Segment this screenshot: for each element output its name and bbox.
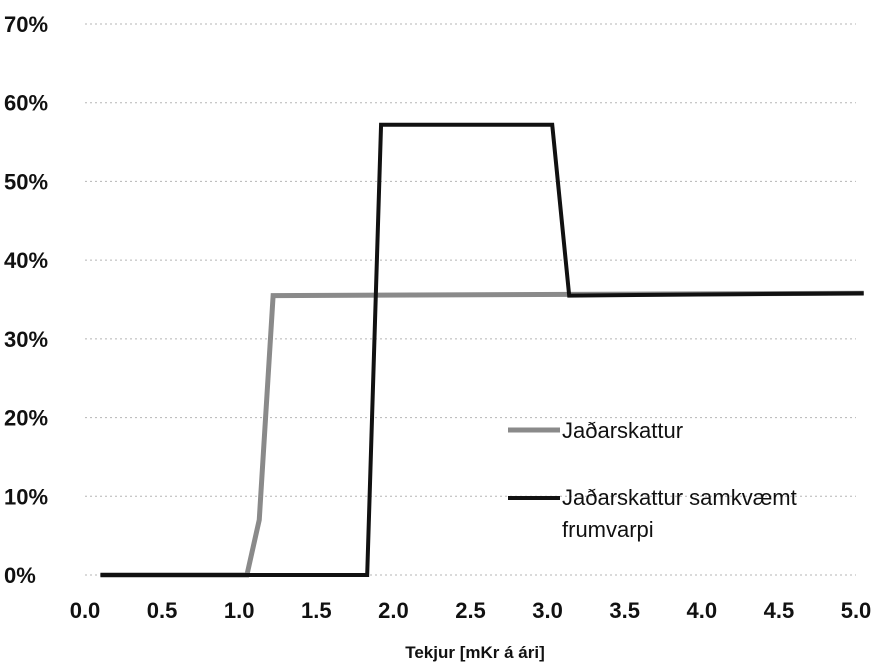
x-tick-label: 4.0 bbox=[687, 598, 718, 623]
legend-label-frumvarp-line1: Jaðarskattur samkvæmt bbox=[562, 485, 797, 510]
x-tick-label: 1.0 bbox=[224, 598, 255, 623]
y-tick-label: 30% bbox=[4, 327, 48, 352]
gridlines bbox=[85, 23, 856, 576]
legend-label-frumvarp-line2: frumvarpi bbox=[562, 517, 654, 542]
x-tick-label: 0.5 bbox=[147, 598, 178, 623]
legend: Jaðarskattur Jaðarskattur samkvæmt frumv… bbox=[508, 418, 797, 542]
x-axis-tick-labels: 0.0 0.5 1.0 1.5 2.0 2.5 3.0 3.5 4.0 4.5 5.0 bbox=[70, 598, 872, 623]
y-tick-label: 40% bbox=[4, 248, 48, 273]
y-tick-label: 60% bbox=[4, 91, 48, 116]
y-tick-label: 50% bbox=[4, 169, 48, 194]
x-tick-label: 3.0 bbox=[532, 598, 563, 623]
x-tick-label: 3.5 bbox=[609, 598, 640, 623]
x-tick-label: 5.0 bbox=[841, 598, 872, 623]
x-tick-label: 2.0 bbox=[378, 598, 409, 623]
series-line-frumvarp bbox=[100, 122, 864, 577]
x-tick-label: 2.5 bbox=[455, 598, 486, 623]
x-tick-label: 4.5 bbox=[764, 598, 795, 623]
y-tick-label: 0% bbox=[4, 563, 36, 588]
x-tick-label: 1.5 bbox=[301, 598, 332, 623]
y-tick-label: 10% bbox=[4, 484, 48, 509]
y-tick-label: 70% bbox=[4, 12, 48, 37]
x-tick-label: 0.0 bbox=[70, 598, 101, 623]
legend-label-jadarskattur: Jaðarskattur bbox=[562, 418, 683, 443]
y-axis-tick-labels: 0% 10% 20% 30% 40% 50% 60% 70% bbox=[4, 12, 48, 588]
x-axis-title: Tekjur [mKr á ári] bbox=[405, 643, 545, 662]
series-line-jadarskattur bbox=[100, 290, 864, 578]
y-tick-label: 20% bbox=[4, 406, 48, 431]
series-lines bbox=[100, 122, 864, 578]
